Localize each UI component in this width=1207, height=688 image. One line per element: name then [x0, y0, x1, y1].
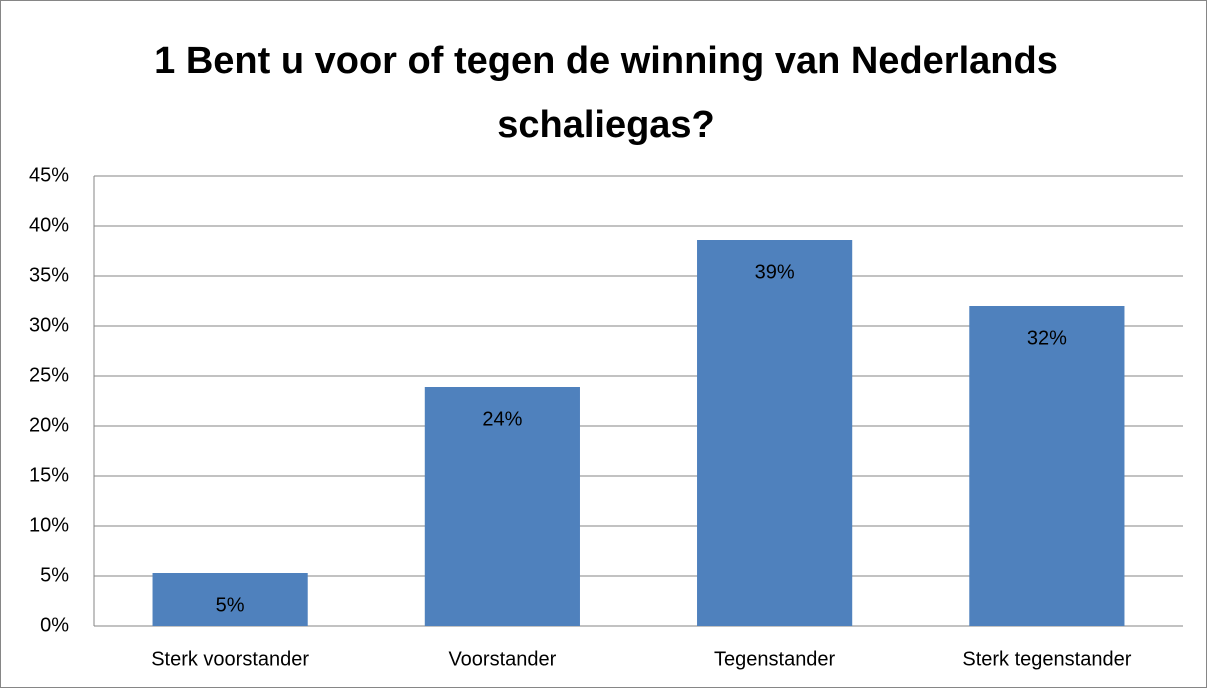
- bar: [969, 306, 1125, 626]
- bar: [697, 240, 853, 626]
- y-tick-label: 5%: [40, 564, 69, 586]
- data-label: 5%: [216, 594, 245, 616]
- x-tick-label: Voorstander: [448, 648, 556, 670]
- y-tick-label: 25%: [29, 364, 69, 386]
- y-tick-label: 30%: [29, 314, 69, 336]
- data-label: 32%: [1027, 327, 1067, 349]
- bar: [424, 387, 580, 626]
- y-tick-label: 15%: [29, 464, 69, 486]
- x-tick-label: Sterk voorstander: [151, 648, 309, 670]
- y-tick-label: 0%: [40, 614, 69, 636]
- y-tick-label: 10%: [29, 514, 69, 536]
- y-tick-label: 45%: [29, 164, 69, 186]
- data-label: 39%: [755, 261, 795, 283]
- y-tick-label: 40%: [29, 214, 69, 236]
- y-tick-label: 35%: [29, 264, 69, 286]
- y-tick-label: 20%: [29, 414, 69, 436]
- chart-title: 1 Bent u voor of tegen de winning van Ne…: [154, 40, 1058, 146]
- x-tick-label: Sterk tegenstander: [962, 648, 1131, 670]
- bar: [152, 573, 308, 626]
- data-label: 24%: [482, 408, 522, 430]
- x-tick-label: Tegenstander: [714, 648, 836, 670]
